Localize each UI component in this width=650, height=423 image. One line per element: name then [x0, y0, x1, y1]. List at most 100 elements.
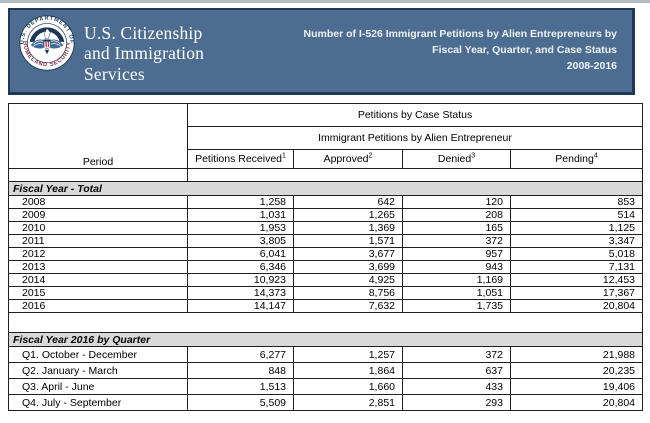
- received-cell: 1,258: [187, 195, 294, 209]
- approved-cell: 3,699: [293, 260, 403, 274]
- pending-cell: 19,406: [509, 378, 644, 395]
- table-row: 2009 1,031 1,265 208 514: [8, 208, 644, 222]
- column-header-approved: Approved2: [293, 149, 403, 169]
- received-cell: 10,923: [187, 273, 294, 287]
- denied-cell: 943: [402, 260, 511, 274]
- table-row: 2013 6,346 3,699 943 7,131: [8, 260, 644, 274]
- section-header-row: Fiscal Year 2016 by Quarter: [7, 332, 644, 347]
- denied-cell: 208: [402, 208, 511, 222]
- agency-name-line: U.S. Citizenship: [84, 23, 203, 43]
- pending-cell: 20,804: [509, 394, 644, 411]
- column-header-denied: Denied3: [402, 149, 511, 169]
- table-row: 2008 1,258 642 120 853: [8, 195, 644, 209]
- denied-cell: 433: [402, 378, 511, 395]
- period-cell: Q3. April - June: [8, 378, 188, 395]
- petitions-table: Period Petitions by Case Status Immigran…: [7, 103, 644, 411]
- table-row: 2010 1,953 1,369 165 1,125: [8, 221, 644, 235]
- denied-cell: 372: [402, 346, 511, 363]
- period-cell: 2011: [8, 234, 188, 248]
- footnote-marker: 1: [282, 152, 286, 160]
- spacer-row: [8, 168, 644, 182]
- section-title: Fiscal Year - Total: [7, 181, 644, 196]
- period-cell: 2013: [8, 260, 188, 274]
- column-header-period: Period: [8, 103, 188, 169]
- table-row: 2016 14,147 7,632 1,735 20,804: [8, 299, 644, 313]
- approved-cell: 642: [293, 195, 403, 209]
- pending-cell: 20,804: [509, 299, 644, 313]
- table-row: Q1. October - December 6,277 1,257 372 2…: [8, 346, 644, 363]
- column-header-pending: Pending4: [509, 149, 644, 169]
- period-cell: 2016: [8, 299, 188, 313]
- approved-cell: 7,632: [293, 299, 403, 313]
- received-cell: 6,041: [187, 247, 294, 261]
- spacer-cell: [8, 168, 188, 182]
- denied-cell: 293: [402, 394, 511, 411]
- pending-cell: 1,125: [509, 221, 644, 235]
- denied-cell: 957: [402, 247, 511, 261]
- agency-name: U.S. Citizenship and Immigration Service…: [84, 23, 204, 84]
- seal-eagle: [29, 27, 65, 55]
- table-row: Q3. April - June 1,513 1,660 433 19,406: [8, 378, 644, 395]
- period-cell: Q4. July - September: [8, 394, 188, 411]
- column-header-label: Pending: [555, 153, 594, 165]
- received-cell: 848: [187, 362, 294, 379]
- agency-name-line: Services: [84, 63, 145, 84]
- approved-cell: 1,660: [293, 378, 403, 395]
- received-cell: 3,805: [187, 234, 294, 248]
- table-row: 2015 14,373 8,756 1,051 17,367: [8, 286, 644, 300]
- pending-cell: 853: [509, 195, 644, 209]
- column-header-received: Petitions Received1: [187, 149, 294, 169]
- period-cell: 2015: [8, 286, 188, 300]
- denied-cell: 120: [402, 195, 511, 209]
- gap-cell: [7, 312, 644, 333]
- group-header-case-status: Petitions by Case Status: [186, 103, 644, 127]
- table-row: 2014 10,923 4,925 1,169 12,453: [8, 273, 644, 287]
- table-row: Q4. July - September 5,509 2,851 293 20,…: [8, 394, 644, 411]
- approved-cell: 1,265: [293, 208, 403, 222]
- approved-cell: 2,851: [293, 394, 403, 411]
- column-header-label: Approved: [323, 153, 369, 165]
- report-title-line: Fiscal Year, Quarter, and Case Status: [432, 43, 617, 56]
- denied-cell: 372: [402, 234, 511, 248]
- received-cell: 14,373: [187, 286, 294, 300]
- pending-cell: 5,018: [509, 247, 644, 261]
- spacer-cell: [186, 168, 644, 182]
- table-row: 2011 3,805 1,571 372 3,347: [8, 234, 644, 248]
- pending-cell: 7,131: [509, 260, 644, 274]
- pending-cell: 12,453: [509, 273, 644, 287]
- pending-cell: 3,347: [509, 234, 644, 248]
- dhs-seal-graphic: U.S. DEPARTMENT OF HOMELAND SECURITY: [19, 15, 75, 71]
- approved-cell: 1,257: [293, 346, 403, 363]
- pending-cell: 20,235: [509, 362, 644, 379]
- report-title: Number of I-526 Immigrant Petitions by A…: [303, 27, 617, 74]
- denied-cell: 1,051: [402, 286, 511, 300]
- subgroup-header-immigrant-petitions: Immigrant Petitions by Alien Entrepreneu…: [186, 126, 644, 150]
- pending-cell: 21,988: [509, 346, 644, 363]
- table-row: 2012 6,041 3,677 957 5,018: [8, 247, 644, 261]
- received-cell: 5,509: [187, 394, 294, 411]
- received-cell: 6,277: [187, 346, 294, 363]
- footnote-marker: 3: [471, 152, 476, 160]
- approved-cell: 3,677: [293, 247, 403, 261]
- denied-cell: 165: [402, 221, 511, 235]
- footnote-marker: 2: [368, 152, 373, 160]
- approved-cell: 4,925: [293, 273, 403, 287]
- column-header-label: Petitions Received: [195, 153, 283, 165]
- pending-cell: 17,367: [509, 286, 644, 300]
- section-header-row: Fiscal Year - Total: [7, 181, 644, 196]
- page-top-edge: [0, 0, 650, 3]
- period-cell: 2012: [8, 247, 188, 261]
- header-banner: U.S. DEPARTMENT OF HOMELAND SECURITY: [8, 8, 635, 95]
- denied-cell: 637: [402, 362, 511, 379]
- report-title-line: 2008-2016: [566, 59, 617, 72]
- received-cell: 1,031: [187, 208, 294, 222]
- dhs-seal: U.S. DEPARTMENT OF HOMELAND SECURITY: [19, 15, 75, 71]
- period-cell: 2010: [8, 221, 188, 235]
- approved-cell: 1,864: [293, 362, 403, 379]
- report-title-line: Number of I-526 Immigrant Petitions by A…: [303, 28, 617, 40]
- period-cell: Q2. January - March: [8, 362, 188, 379]
- approved-cell: 1,571: [293, 234, 403, 248]
- period-cell: Q1. October - December: [8, 346, 188, 363]
- pending-cell: 514: [509, 208, 644, 222]
